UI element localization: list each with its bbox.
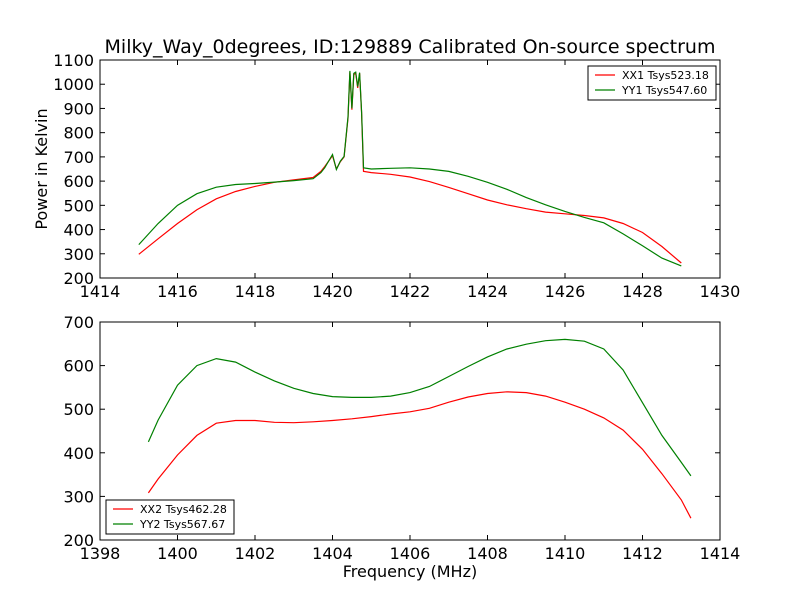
top-x-tick-label: 1428 — [622, 282, 663, 301]
bottom-y-tick-label: 600 — [63, 357, 94, 376]
plot-top: 1414 1416 1418 1420 1422 1424 1426 1428 1430 200 3… — [32, 51, 740, 301]
bottom-x-tick-label: 1400 — [157, 544, 198, 563]
top-y-tick-label: 300 — [63, 245, 94, 264]
bottom-y-tick-label: 400 — [63, 444, 94, 463]
bottom-x-axis-label: Frequency (MHz) — [343, 562, 477, 581]
bottom-x-tick-label: 1408 — [467, 544, 508, 563]
top-y-tick-label: 800 — [63, 124, 94, 143]
bottom-series-line-1 — [147, 391, 692, 519]
bottom-x-tick-label: 1402 — [235, 544, 276, 563]
top-y-axis-label: Power in Kelvin — [32, 108, 51, 229]
chart-title: Milky_Way_0degrees, ID:129889 Calibrated… — [105, 36, 716, 58]
top-y-tick-label: 1000 — [53, 75, 94, 94]
bottom-legend-label: YY2 Tsys567.67 — [139, 518, 225, 531]
top-x-tick-label: 1430 — [700, 282, 741, 301]
bottom-legend: XX2 Tsys462.28 YY2 Tsys567.67 — [105, 499, 235, 535]
bottom-legend-label: XX2 Tsys462.28 — [140, 503, 227, 516]
top-y-tick-label: 400 — [63, 221, 94, 240]
top-y-tick-label: 600 — [63, 172, 94, 191]
bottom-y-tick-label: 700 — [63, 313, 94, 332]
top-y-tick-label: 200 — [63, 269, 94, 288]
bottom-y-tick-label: 200 — [63, 531, 94, 550]
bottom-x-tick-label: 1414 — [700, 544, 741, 563]
top-x-tick-label: 1418 — [235, 282, 276, 301]
plot-bottom: 1398 1400 1402 1404 1406 1408 1410 1412 1414 200 3… — [63, 313, 740, 581]
top-legend-label: XX1 Tsys523.18 — [622, 69, 709, 82]
bottom-x-tick-label: 1406 — [390, 544, 431, 563]
top-x-tick-label: 1414 — [80, 282, 121, 301]
bottom-x-tick-label: 1412 — [622, 544, 663, 563]
top-y-tick-label: 1100 — [53, 51, 94, 70]
bottom-legend-box — [105, 499, 235, 535]
top-series-line-2 — [138, 70, 682, 267]
top-x-tick-label: 1426 — [545, 282, 586, 301]
top-y-tick-label: 500 — [63, 196, 94, 215]
bottom-x-tick-label: 1410 — [545, 544, 586, 563]
top-legend-label: YY1 Tsys547.60 — [621, 84, 707, 97]
bottom-series-line-2 — [147, 338, 692, 477]
bottom-y-tick-label: 500 — [63, 400, 94, 419]
top-y-tick-label: 900 — [63, 99, 94, 118]
bottom-x-tick-label: 1404 — [312, 544, 353, 563]
top-x-tick-label: 1416 — [157, 282, 198, 301]
top-x-tick-label: 1422 — [390, 282, 431, 301]
bottom-x-tick-label: 1398 — [80, 544, 121, 563]
bottom-y-tick-label: 300 — [63, 487, 94, 506]
top-y-tick-label: 700 — [63, 148, 94, 167]
top-legend: XX1 Tsys523.18 YY1 Tsys547.60 — [587, 65, 717, 101]
top-x-tick-label: 1424 — [467, 282, 508, 301]
top-legend-box — [587, 65, 717, 101]
top-x-tick-label: 1420 — [312, 282, 353, 301]
